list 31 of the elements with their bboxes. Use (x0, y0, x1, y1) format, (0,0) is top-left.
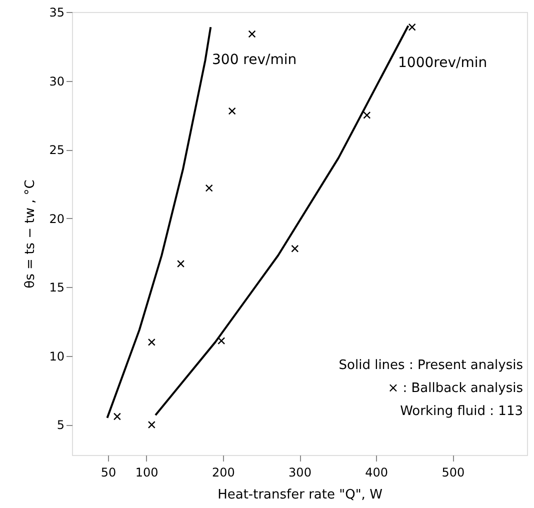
line-series (106, 26, 212, 419)
point (363, 111, 371, 119)
point (148, 338, 156, 346)
y-tick-label: 5 (56, 418, 64, 432)
y-tick-label: 35 (49, 6, 64, 20)
point (248, 30, 256, 38)
x-axis-title: Heat-transfer rate "Q", W (218, 488, 383, 502)
annotation: 300 rev/min (212, 52, 297, 68)
y-tick-label: 20 (49, 212, 64, 226)
x-tick-label: 50 (100, 466, 116, 480)
point (218, 337, 226, 345)
point (205, 184, 213, 192)
point (148, 420, 156, 428)
y-tick-label: 15 (49, 280, 64, 295)
point (177, 260, 185, 268)
annotation: 1000rev/min (398, 55, 488, 71)
point (113, 412, 121, 420)
y-axis-title: θs = ts − tw , °C (23, 180, 38, 288)
x-tick-label: 200 (212, 466, 235, 480)
x-tick-label: 500 (442, 466, 465, 480)
x-tick-label: 100 (135, 466, 158, 480)
annotation: Solid lines : Present analysis (338, 358, 524, 373)
annotation: × : Ballback analysis (388, 381, 524, 396)
y-tick-label: 10 (49, 349, 64, 364)
x-tick-label: 300 (288, 466, 312, 480)
point (291, 244, 299, 252)
point (228, 107, 236, 115)
x-tick-label: 400 (365, 466, 388, 480)
y-tick-label: 30 (49, 74, 64, 88)
annotation: Working fluid : 113 (400, 404, 523, 419)
y-tick-label: 25 (49, 143, 64, 158)
